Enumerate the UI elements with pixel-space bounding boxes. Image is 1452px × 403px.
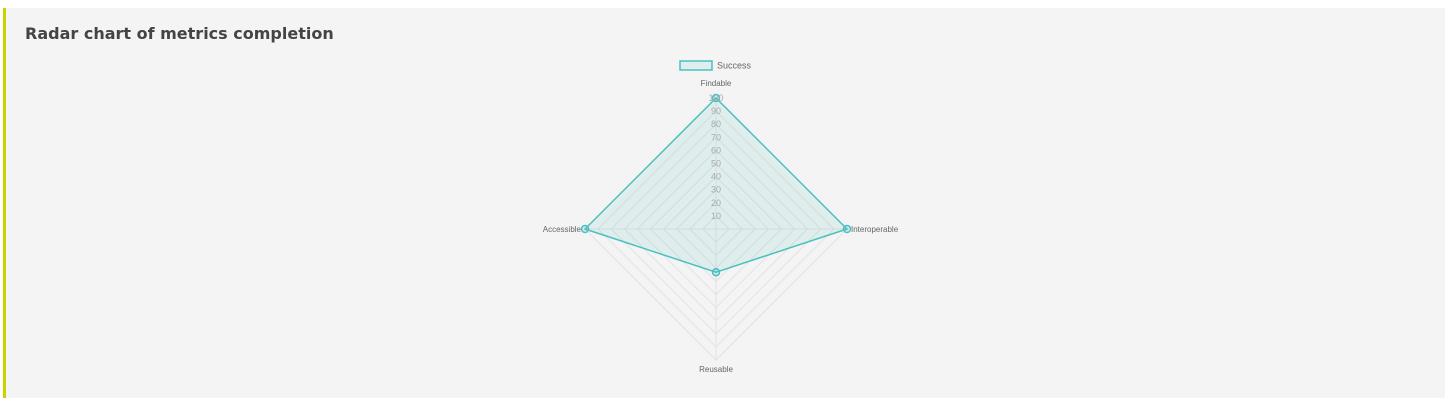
tick-label: 80 (711, 119, 721, 129)
data-point-findable[interactable] (711, 93, 721, 103)
axis-label-accessible: Accessible (543, 225, 582, 234)
tick-label: 60 (711, 145, 721, 155)
tick-label: 100 (708, 93, 723, 103)
legend-label[interactable]: Success (717, 61, 752, 71)
data-point-reusable[interactable] (711, 267, 721, 277)
radar-ticks: 10 20 30 40 50 60 70 80 90 100 (708, 93, 723, 221)
tick-label: 50 (711, 159, 721, 169)
metrics-card: Radar chart of metrics completion 10 20 30… (3, 8, 1445, 398)
tick-label: 10 (711, 211, 721, 221)
radar-legend[interactable]: Success (679, 60, 752, 71)
tick-label: 40 (711, 172, 721, 182)
series-area-success (583, 96, 849, 274)
axis-label-reusable: Reusable (699, 365, 733, 374)
radar-chart: 10 20 30 40 50 60 70 80 90 100 Findable Interopera… (543, 60, 899, 374)
radar-axis-labels: Findable Interoperable Reusable Accessible (543, 79, 899, 374)
card-title: Radar chart of metrics completion (25, 24, 334, 43)
radar-series (580, 93, 852, 277)
tick-label: 70 (711, 132, 721, 142)
data-point-accessible[interactable] (580, 224, 590, 234)
axis-label-interoperable: Interoperable (851, 225, 899, 234)
data-point-interoperable[interactable] (842, 224, 852, 234)
tick-label: 30 (711, 185, 721, 195)
tick-label: 20 (711, 198, 721, 208)
legend-swatch[interactable] (679, 60, 713, 71)
axis-label-findable: Findable (701, 79, 732, 88)
tick-label: 90 (711, 106, 721, 116)
radar-grid (584, 97, 848, 361)
